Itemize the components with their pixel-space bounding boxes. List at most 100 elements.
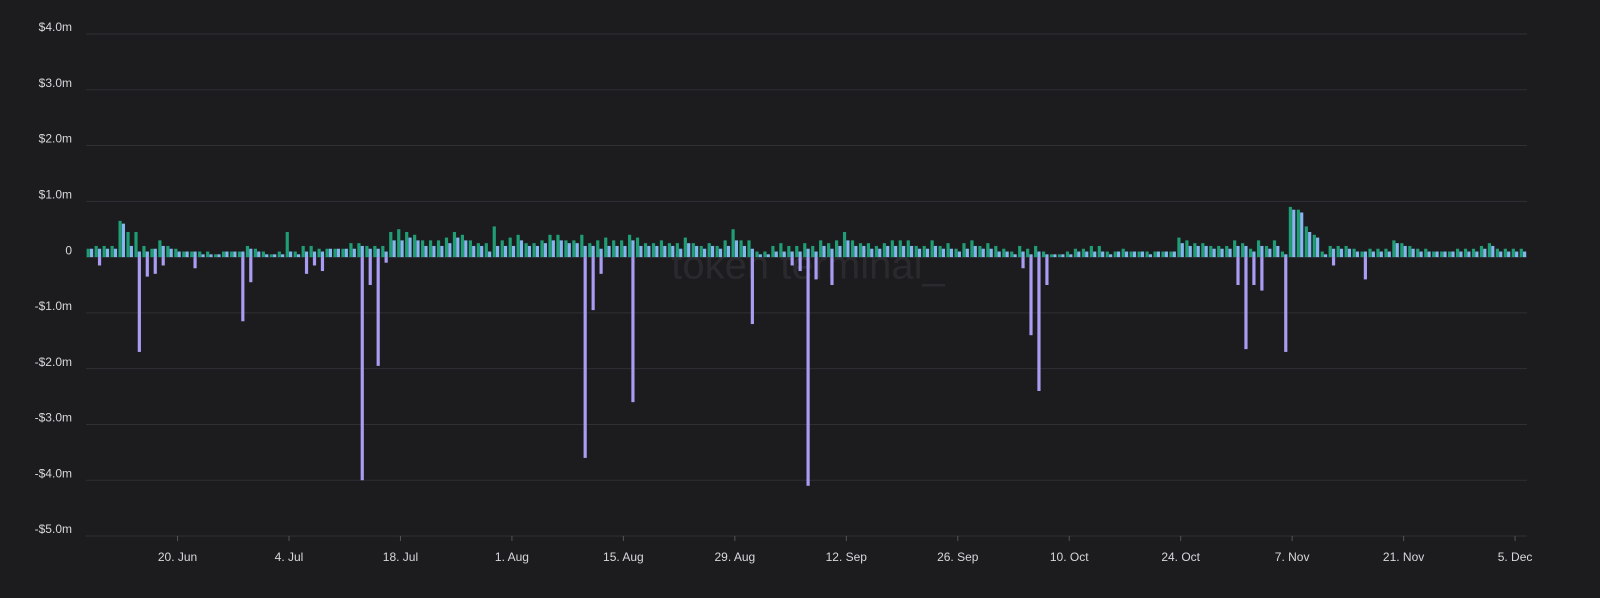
bar xyxy=(803,243,807,258)
bar xyxy=(830,257,834,285)
bar xyxy=(1018,245,1022,258)
bar xyxy=(591,245,595,258)
bar xyxy=(1519,248,1523,258)
x-tick-label: 24. Oct xyxy=(1161,550,1200,564)
bar xyxy=(416,240,420,258)
y-tick-label: -$2.0m xyxy=(35,355,72,369)
bar xyxy=(1511,248,1515,258)
bar xyxy=(328,248,333,258)
bar xyxy=(1241,243,1245,258)
bar xyxy=(1387,251,1391,258)
bar xyxy=(739,240,743,258)
bar xyxy=(1116,251,1121,258)
bar xyxy=(1411,248,1415,258)
bar xyxy=(1037,251,1041,258)
bar xyxy=(1196,245,1200,258)
bar xyxy=(842,232,847,258)
bar xyxy=(209,254,213,258)
bar xyxy=(1220,248,1224,258)
bar xyxy=(564,240,568,258)
bar xyxy=(882,243,886,258)
bar xyxy=(1248,248,1253,258)
bar xyxy=(1355,251,1360,258)
bar xyxy=(559,240,563,258)
bar xyxy=(97,257,102,266)
bar xyxy=(1260,245,1264,258)
bar xyxy=(508,237,512,258)
bar xyxy=(1252,251,1256,258)
bar xyxy=(771,245,775,258)
bar xyxy=(190,251,194,258)
bar xyxy=(1440,251,1444,258)
y-tick-label: $2.0m xyxy=(39,132,72,146)
bar xyxy=(408,237,412,258)
bar xyxy=(1256,240,1261,258)
bar xyxy=(1037,257,1041,391)
bar xyxy=(858,243,863,258)
x-tick-label: 5. Dec xyxy=(1498,550,1533,564)
bar xyxy=(731,229,735,258)
bar xyxy=(384,251,388,258)
bar xyxy=(949,248,953,258)
bar xyxy=(1424,248,1428,258)
bar xyxy=(476,243,480,258)
bar xyxy=(1169,251,1173,258)
bar xyxy=(1093,251,1097,258)
bar xyxy=(177,251,181,258)
bar xyxy=(798,251,802,258)
bar xyxy=(575,243,579,258)
bar xyxy=(241,257,245,322)
bar xyxy=(1448,251,1452,258)
bar xyxy=(1252,257,1256,285)
bar xyxy=(134,232,138,258)
bar xyxy=(556,234,560,258)
bar xyxy=(253,248,258,258)
bar xyxy=(723,240,727,258)
bar xyxy=(94,245,98,258)
bar xyxy=(811,245,815,258)
bar xyxy=(137,257,141,352)
bar xyxy=(583,245,587,258)
bar xyxy=(1475,251,1479,258)
bar xyxy=(846,240,850,258)
bar xyxy=(734,240,739,258)
bar xyxy=(925,248,930,258)
bar xyxy=(1164,251,1168,258)
bar xyxy=(902,245,906,258)
bar xyxy=(835,240,839,258)
bar xyxy=(142,245,146,258)
bar xyxy=(1487,243,1492,258)
bar xyxy=(1483,248,1487,258)
bar xyxy=(1308,232,1312,258)
bar xyxy=(360,245,364,258)
bar xyxy=(814,257,818,280)
bar xyxy=(1300,212,1304,258)
bar xyxy=(1109,254,1113,258)
bar xyxy=(954,248,958,258)
x-tick-label: 1. Aug xyxy=(495,550,529,564)
bar xyxy=(1523,251,1527,258)
bar xyxy=(1053,254,1057,258)
bar xyxy=(1013,254,1017,258)
bar xyxy=(1312,234,1316,258)
bar xyxy=(1029,257,1033,336)
bar xyxy=(994,245,998,258)
bar xyxy=(1515,251,1519,258)
bar xyxy=(452,232,457,258)
bar xyxy=(1339,248,1344,258)
bar xyxy=(206,251,210,258)
bar xyxy=(472,245,476,258)
bar xyxy=(707,243,711,258)
bar xyxy=(444,237,449,258)
bar xyxy=(795,245,799,258)
bar xyxy=(933,245,938,258)
bar xyxy=(249,257,253,283)
bar xyxy=(1069,254,1073,258)
x-tick-label: 26. Sep xyxy=(937,550,979,564)
bar xyxy=(376,257,380,366)
bar xyxy=(1432,251,1436,258)
bar xyxy=(822,245,826,258)
bar xyxy=(898,240,902,258)
bar xyxy=(1228,248,1232,258)
